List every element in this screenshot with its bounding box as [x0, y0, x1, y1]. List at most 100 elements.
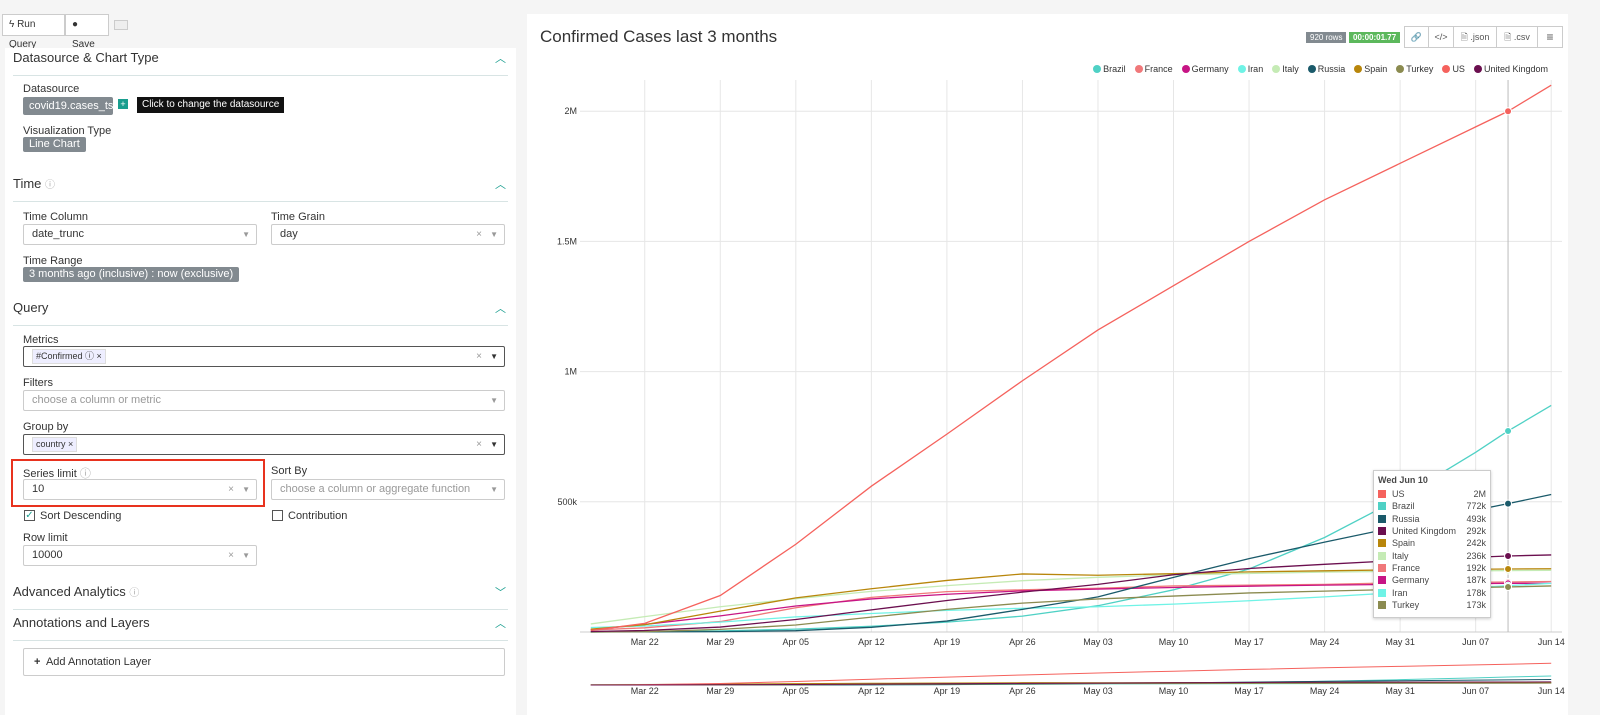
brush-x-tick-label: Apr 26 — [1009, 686, 1036, 696]
sort-by-label: Sort By — [271, 465, 308, 477]
legend-label: US — [1452, 64, 1465, 74]
chart-title: Confirmed Cases last 3 months — [540, 27, 778, 46]
legend-dot-icon — [1181, 65, 1190, 73]
swatch — [1378, 514, 1386, 523]
legend-label: Spain — [1364, 64, 1388, 74]
add-datasource-icon[interactable]: + — [118, 99, 128, 109]
tooltip-row: Italy 236k — [1378, 549, 1486, 561]
save-button[interactable]: ● Save — [65, 14, 109, 50]
metrics-select[interactable]: #Confirmed ⓘ × × ▼ — [23, 346, 505, 367]
tooltip-row: United Kingdom 292k — [1378, 525, 1486, 537]
legend-item[interactable]: Spain — [1354, 64, 1387, 74]
legend-item[interactable]: Turkey — [1396, 64, 1433, 74]
section-time[interactable]: Time ⓘ ︿ — [13, 176, 508, 202]
hover-point — [1504, 426, 1513, 435]
legend-dot-icon — [1237, 65, 1246, 73]
contribution-checkbox[interactable] — [272, 510, 283, 521]
series-line-us — [590, 84, 1552, 632]
sort-descending-label: Sort Descending — [40, 510, 122, 522]
section-annotations[interactable]: Annotations and Layers ︿ — [13, 615, 508, 641]
legend-label: Iran — [1247, 64, 1264, 74]
sort-by-select[interactable]: choose a column or aggregate function ▼ — [271, 479, 505, 500]
swatch — [1378, 490, 1386, 499]
x-tick-label: May 10 — [1159, 637, 1189, 647]
legend-item[interactable]: United Kingdom — [1473, 64, 1548, 74]
legend-item[interactable]: Iran — [1237, 64, 1264, 74]
chevron-up-icon: ︿ — [495, 618, 506, 630]
section-datasource[interactable]: Datasource & Chart Type ︿ — [13, 50, 508, 76]
x-tick-label: Mar 22 — [631, 637, 659, 647]
y-tick-label: 1.5M — [557, 236, 577, 246]
brush-x-tick-label: May 03 — [1083, 686, 1113, 696]
section-advanced-analytics[interactable]: Advanced Analytics ⓘ ﹀ — [13, 584, 508, 610]
legend-label: United Kingdom — [1483, 64, 1548, 74]
hover-point — [1504, 582, 1513, 591]
legend-dot-icon — [1473, 65, 1482, 73]
time-range-button[interactable]: 3 months ago (inclusive) : now (exclusiv… — [23, 267, 240, 282]
swatch — [1378, 527, 1386, 536]
chevron-down-icon: ﹀ — [495, 587, 506, 599]
viz-type-label: Visualization Type — [23, 125, 112, 137]
x-tick-label: Apr 05 — [783, 637, 810, 647]
row-limit-select[interactable]: 10000 × ▼ — [23, 545, 257, 566]
viz-type-button[interactable]: Line Chart — [23, 137, 86, 152]
filters-select[interactable]: choose a column or metric ▼ — [23, 390, 505, 411]
groupby-select[interactable]: country × × ▼ — [23, 434, 505, 455]
menu-icon[interactable]: ≡ — [1537, 26, 1563, 48]
legend-item[interactable]: Germany — [1181, 64, 1229, 74]
brush-line-us — [590, 662, 1552, 686]
keyboard-icon[interactable] — [114, 20, 128, 30]
legend-item[interactable]: France — [1134, 64, 1173, 74]
plus-circle-icon: ● — [72, 19, 79, 30]
tooltip-date: Wed Jun 10 — [1378, 475, 1428, 485]
series-limit-select[interactable]: 10 × ▼ — [23, 479, 257, 500]
run-query-button[interactable]: ϟ Run Query — [2, 14, 65, 50]
export-json-button[interactable]: 🗎 .json — [1453, 26, 1497, 48]
brush-x-tick-label: Mar 22 — [631, 686, 659, 696]
time-grain-select[interactable]: day × ▼ — [271, 224, 505, 245]
row-count-badge: 920 rows — [1306, 32, 1347, 43]
swatch — [1378, 576, 1386, 585]
brush-x-tick-label: Jun 07 — [1462, 686, 1489, 696]
sort-descending-checkbox[interactable]: ✓ — [24, 510, 35, 521]
brush-line-united-kingdom — [590, 681, 1552, 686]
x-tick-label: Mar 29 — [706, 637, 734, 647]
time-column-select[interactable]: date_trunc ▼ — [23, 224, 257, 245]
hover-point — [1504, 107, 1513, 116]
legend-item[interactable]: Italy — [1272, 64, 1299, 74]
legend-label: Russia — [1317, 64, 1346, 74]
brush-x-tick-label: May 17 — [1234, 686, 1264, 696]
y-tick-label: 2M — [564, 106, 577, 116]
legend-item[interactable]: Brazil — [1093, 64, 1126, 74]
legend-label: Brazil — [1103, 64, 1126, 74]
chevron-up-icon: ︿ — [495, 53, 506, 65]
x-tick-label: May 31 — [1385, 637, 1415, 647]
time-column-label: Time Column — [23, 211, 88, 223]
tooltip-row: Iran 178k — [1378, 586, 1486, 598]
swatch — [1378, 600, 1386, 609]
chevron-up-icon: ︿ — [495, 179, 506, 191]
y-tick-label: 1M — [564, 367, 577, 377]
tooltip-row: Spain 242k — [1378, 537, 1486, 549]
section-query[interactable]: Query ︿ — [13, 300, 508, 326]
swatch — [1378, 563, 1386, 572]
legend-dot-icon — [1093, 65, 1102, 73]
groupby-tag: country × — [32, 437, 78, 452]
brush-x-tick-label: Mar 29 — [706, 686, 734, 696]
time-range-label: Time Range — [23, 255, 83, 267]
swatch — [1378, 588, 1386, 597]
legend-label: Turkey — [1406, 64, 1434, 74]
datasource-select[interactable]: covid19.cases_ts ⌄ — [23, 97, 113, 130]
metrics-label: Metrics — [23, 334, 59, 346]
y-tick-label: 500k — [557, 497, 577, 507]
contribution-label: Contribution — [288, 510, 348, 522]
legend-item[interactable]: US — [1442, 64, 1465, 74]
x-tick-label: Apr 26 — [1009, 637, 1036, 647]
metric-tag: #Confirmed ⓘ × — [32, 349, 106, 364]
add-annotation-layer-button[interactable]: + Add Annotation Layer — [23, 648, 505, 676]
row-limit-label: Row limit — [23, 532, 68, 544]
brush-x-tick-label: Apr 19 — [934, 686, 961, 696]
swatch — [1378, 502, 1386, 511]
legend-item[interactable]: Russia — [1307, 64, 1346, 74]
